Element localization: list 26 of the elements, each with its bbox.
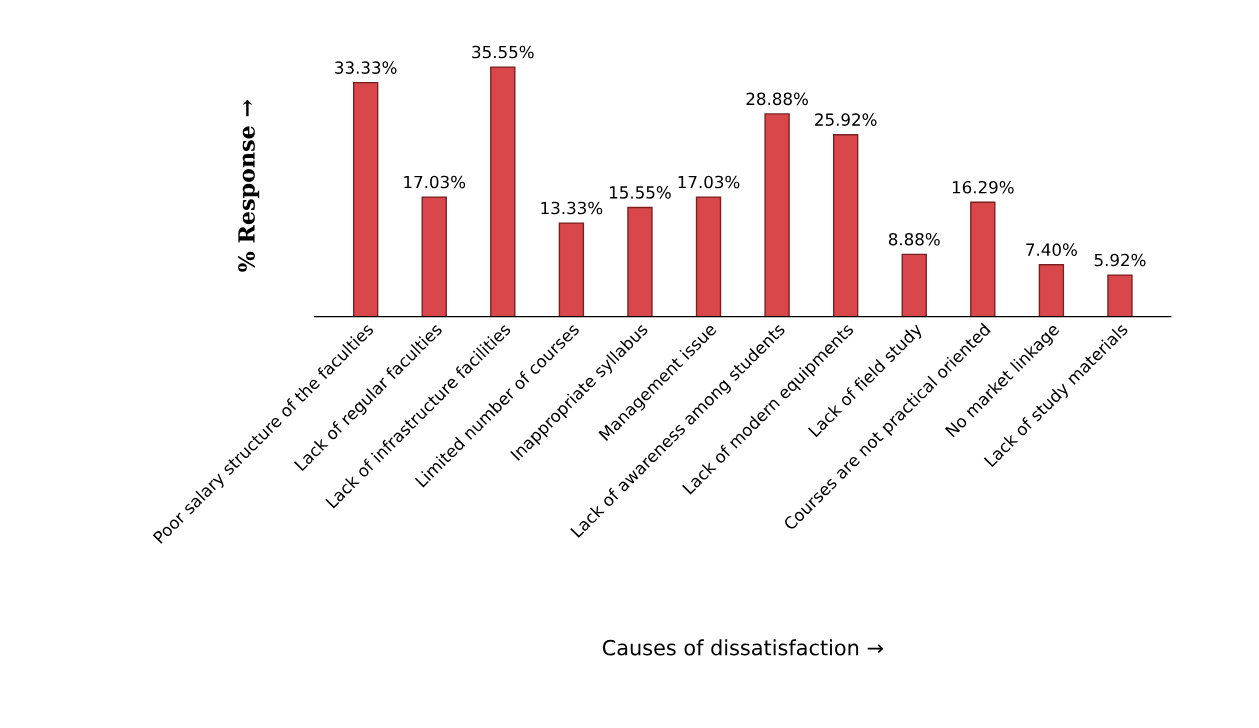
bar (558, 222, 585, 317)
bar (1107, 274, 1133, 317)
data-label: 15.55% (610, 186, 671, 199)
bar (627, 206, 653, 317)
y-axis-title: % Response → (238, 99, 260, 272)
data-label: 33.33% (335, 61, 397, 74)
bar (970, 201, 996, 317)
bar (421, 196, 447, 317)
bar (901, 253, 927, 317)
data-label: 5.92% (1094, 253, 1146, 267)
data-label: 17.03% (404, 175, 466, 189)
bar (1038, 264, 1065, 317)
data-label: 25.92% (815, 113, 877, 126)
data-label: 7.40% (1026, 243, 1077, 256)
data-label: 17.03% (678, 175, 740, 189)
bar (352, 81, 379, 317)
data-label: 28.88% (746, 92, 808, 106)
bar (490, 66, 516, 317)
x-axis-title: Causes of dissatisfaction → (602, 639, 883, 656)
bar (764, 113, 790, 317)
data-label: 8.88% (888, 232, 940, 246)
data-label: 16.29% (952, 180, 1014, 194)
data-label: 35.55% (472, 45, 534, 59)
bar (832, 133, 859, 317)
data-label: 13.33% (541, 201, 603, 215)
bar (695, 196, 722, 317)
